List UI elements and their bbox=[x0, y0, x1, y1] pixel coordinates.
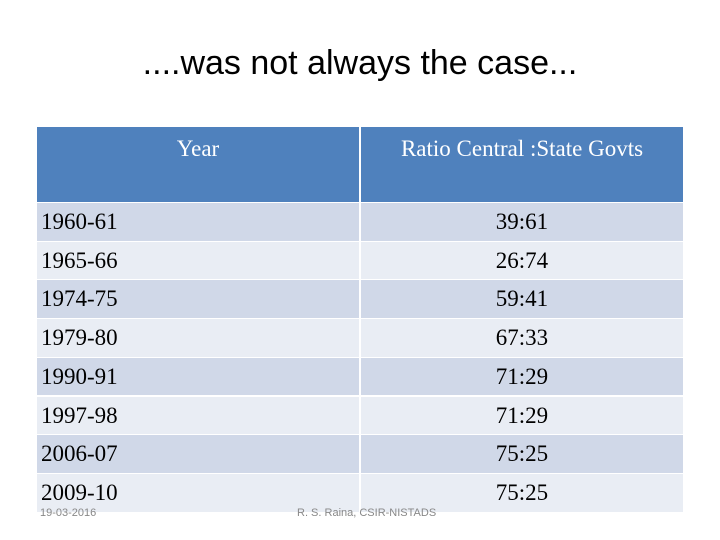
table-cell: 1960-61 bbox=[37, 203, 359, 241]
table-cell: 71:29 bbox=[361, 396, 683, 435]
table-cell: 59:41 bbox=[361, 280, 683, 319]
table-cell: 1979-80 bbox=[37, 319, 359, 357]
table-cell: 1997-98 bbox=[37, 396, 359, 435]
header-cell: Ratio Central :State Govts bbox=[361, 127, 683, 202]
table-cell: 1965-66 bbox=[37, 241, 359, 280]
table-cell: 75:25 bbox=[361, 473, 683, 512]
slide-title: ....was not always the case... bbox=[142, 44, 578, 82]
table-cell: 2006-07 bbox=[37, 435, 359, 473]
footer-date: 19-03-2016 bbox=[40, 507, 97, 519]
table-cell: 67:33 bbox=[361, 319, 683, 357]
table-cell: 71:29 bbox=[361, 357, 683, 396]
header-cell: Year bbox=[37, 127, 359, 202]
table-cell: 1990-91 bbox=[37, 357, 359, 396]
table-cell: 26:74 bbox=[361, 241, 683, 280]
table-cell: 1974-75 bbox=[37, 280, 359, 319]
footer-author: R. S. Raina, CSIR-NISTADS bbox=[297, 507, 437, 519]
table-cell: 75:25 bbox=[361, 435, 683, 473]
table-cell: 39:61 bbox=[361, 203, 683, 241]
table-cell: 2009-10 bbox=[37, 473, 359, 512]
